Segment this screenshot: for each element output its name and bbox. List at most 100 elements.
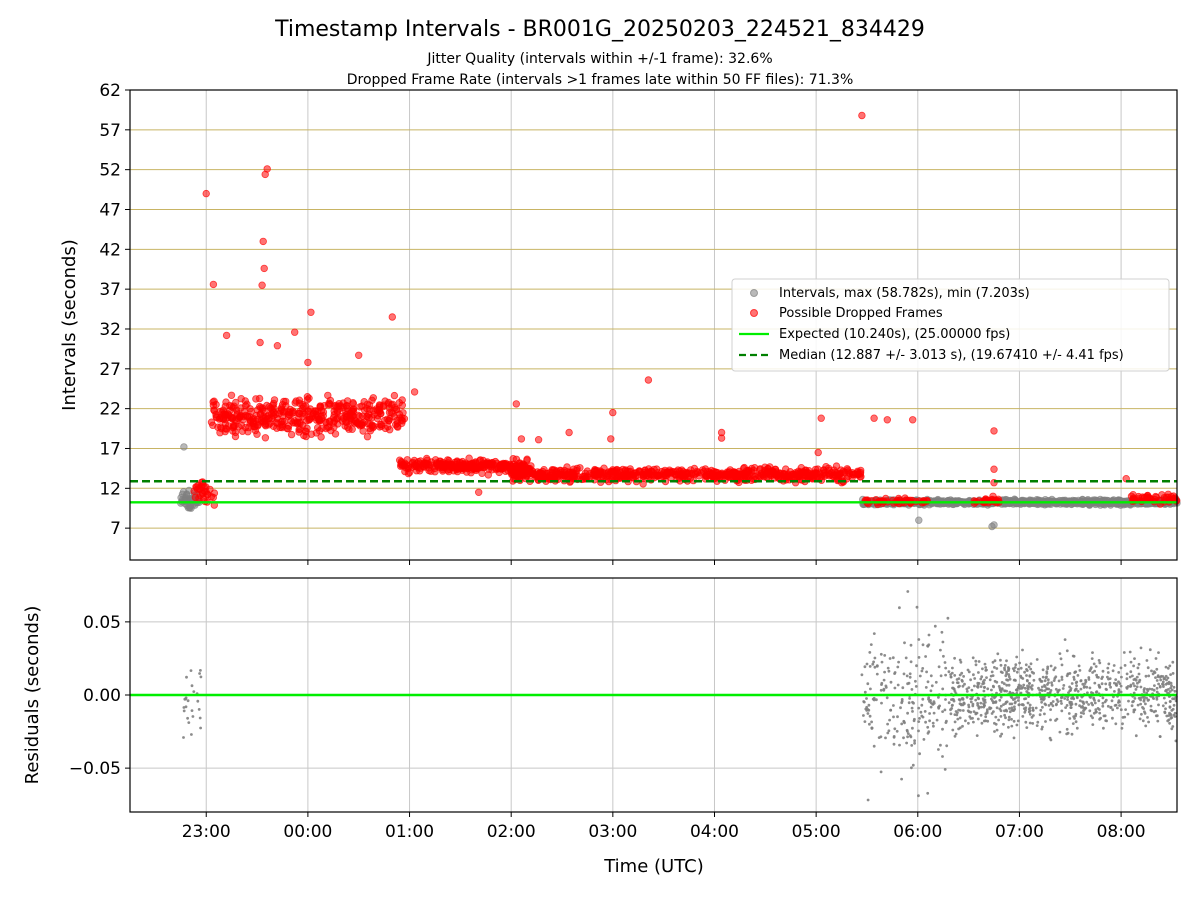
interval-point: [215, 415, 223, 423]
residual-point: [1164, 689, 1167, 693]
residual-point: [1015, 723, 1019, 727]
residual-point: [1040, 700, 1043, 704]
residual-point: [975, 734, 979, 737]
y-tick-label: 22: [99, 400, 121, 420]
residual-point: [993, 666, 996, 669]
x-tick-label: 07:00: [995, 822, 1044, 842]
residual-point: [908, 675, 912, 679]
residual-point: [930, 684, 934, 688]
interval-point: [517, 435, 526, 443]
residual-point: [966, 709, 970, 713]
residual-point: [914, 679, 917, 683]
residual-point: [910, 744, 914, 747]
residual-point: [944, 698, 947, 701]
residual-point: [862, 714, 865, 717]
residual-point: [996, 652, 1000, 656]
y-tick-label: 0.05: [83, 613, 121, 633]
residual-point: [1074, 720, 1078, 724]
residual-point: [1143, 712, 1147, 715]
x-tick-label: 01:00: [385, 822, 434, 842]
residual-point: [1049, 664, 1053, 668]
interval-point: [232, 406, 241, 414]
residual-point: [1133, 684, 1136, 688]
interval-point: [783, 472, 791, 480]
residual-point: [1050, 683, 1054, 687]
residual-point: [1060, 678, 1064, 681]
interval-point: [218, 408, 226, 417]
interval-point: [915, 516, 923, 524]
residual-point: [1092, 662, 1096, 666]
interval-point: [442, 462, 450, 470]
residual-point: [995, 728, 999, 732]
interval-point: [452, 466, 461, 474]
residual-point: [1071, 654, 1075, 658]
residual-point: [1007, 718, 1011, 722]
residual-point: [944, 666, 948, 670]
interval-point: [520, 471, 528, 479]
residual-point: [1021, 715, 1025, 718]
residual-point: [1020, 703, 1024, 706]
residual-point: [974, 712, 978, 716]
residual-point: [1031, 722, 1035, 725]
residuals-y-axis-label: Residuals (seconds): [22, 606, 43, 785]
residual-point: [937, 665, 941, 669]
residual-point: [1122, 651, 1126, 654]
interval-point: [355, 351, 363, 359]
residual-point: [995, 680, 999, 684]
interval-point: [392, 421, 400, 429]
residual-point: [1070, 732, 1074, 736]
residual-point: [972, 720, 975, 724]
residual-point: [1073, 670, 1077, 674]
residual-point: [1108, 681, 1112, 685]
residual-point: [983, 678, 986, 682]
residual-point: [1075, 680, 1079, 684]
residual-point: [182, 706, 186, 709]
interval-point: [404, 469, 413, 478]
residual-point: [1062, 684, 1066, 687]
interval-point: [369, 394, 377, 402]
residual-point: [929, 689, 933, 693]
residual-point: [914, 685, 918, 688]
residual-point: [877, 736, 881, 739]
residual-point: [990, 712, 994, 715]
interval-point: [359, 427, 367, 435]
residual-point: [943, 768, 947, 771]
interval-point: [422, 459, 431, 468]
residual-point: [869, 643, 873, 646]
residual-point: [991, 674, 995, 677]
interval-point: [475, 488, 483, 496]
interval-point: [525, 465, 533, 474]
interval-point: [370, 411, 378, 419]
interval-point: [252, 395, 260, 403]
residual-point: [900, 698, 904, 701]
interval-point: [291, 419, 300, 427]
interval-point: [581, 472, 589, 480]
residual-point: [1068, 700, 1072, 704]
residual-point: [1016, 699, 1020, 702]
interval-point: [857, 466, 865, 475]
residual-point: [1136, 703, 1140, 707]
residual-point: [1106, 704, 1110, 708]
y-tick-label: 52: [99, 161, 121, 181]
residual-point: [880, 683, 883, 686]
residual-point: [1041, 705, 1044, 709]
residual-point: [1101, 669, 1105, 673]
residual-point: [980, 675, 984, 679]
residual-point: [1094, 665, 1098, 668]
residual-point: [903, 721, 906, 725]
residual-point: [906, 735, 909, 739]
residual-point: [1023, 670, 1026, 674]
y-tick-label: 32: [99, 320, 121, 340]
residual-point: [900, 701, 904, 705]
interval-point: [256, 410, 265, 418]
residual-point: [192, 690, 196, 693]
residual-point: [1141, 706, 1144, 709]
residual-point: [866, 682, 870, 686]
residual-point: [893, 672, 896, 675]
residual-point: [939, 674, 943, 678]
residual-point: [935, 718, 939, 722]
residual-point: [1067, 712, 1071, 715]
residual-point: [961, 684, 965, 688]
x-tick-label: 06:00: [893, 822, 942, 842]
residual-point: [1003, 664, 1007, 667]
